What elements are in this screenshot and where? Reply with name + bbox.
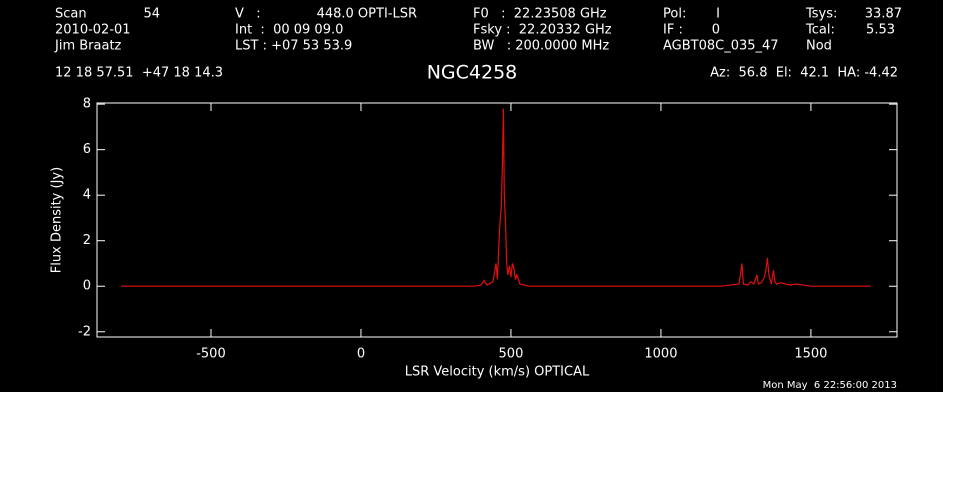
header-text: Tsys: [805,7,837,22]
chart-title: NGC4258 [427,62,518,84]
x-axis-label: LSR Velocity (km/s) OPTICAL [405,365,590,380]
x-tick-label: 500 [499,347,524,362]
header-text: Int : 00 09 09.0 [235,23,343,38]
plot-frame [96,102,898,338]
x-tick-label: -500 [196,347,226,362]
header-text: Pol: [663,7,686,22]
header-text: 54 [143,7,160,22]
y-tick-label: 6 [83,142,91,157]
header-text: BW : 200.0000 MHz [473,39,609,54]
spectrum-line [121,108,871,287]
header-text: 12 18 57.51 +47 18 14.3 [55,66,223,81]
header-text: Nod [806,39,832,54]
plot-background [0,0,943,392]
header-text: Fsky : 22.20332 GHz [473,23,612,38]
x-tick-label: 0 [357,347,365,362]
y-axis-label: Flux Density (Jy) [50,167,65,273]
header-text: F0 : 22.23508 GHz [473,7,607,22]
header-text: 5.53 [866,23,895,38]
timestamp: Mon May 6 22:56:00 2013 [763,380,897,391]
header-text: AGBT08C_035_47 [663,39,779,54]
header-text: 2010-02-01 [55,23,131,38]
header-text: Jim Braatz [54,39,122,54]
header-text: Tcal: [805,23,835,38]
header-text: Scan [55,7,87,22]
x-tick-label: 1500 [794,347,827,362]
header-text: V : [235,7,261,22]
y-tick-label: 8 [83,97,91,112]
y-tick-label: 2 [83,233,91,248]
header-text: Az: 56.8 El: 42.1 HA: -4.42 [710,66,898,81]
y-tick-label: 4 [83,188,91,203]
header-text: 0 [712,23,720,38]
header-text: IF : [663,23,683,38]
y-tick-label: 0 [83,279,91,294]
y-tick-label: -2 [78,324,91,339]
header-text: LST : +07 53 53.9 [235,39,352,54]
header-text: 448.0 OPTI-LSR [317,7,417,22]
x-tick-label: 1000 [644,347,677,362]
header-text: 33.87 [865,7,902,22]
header-text: I [716,7,720,22]
